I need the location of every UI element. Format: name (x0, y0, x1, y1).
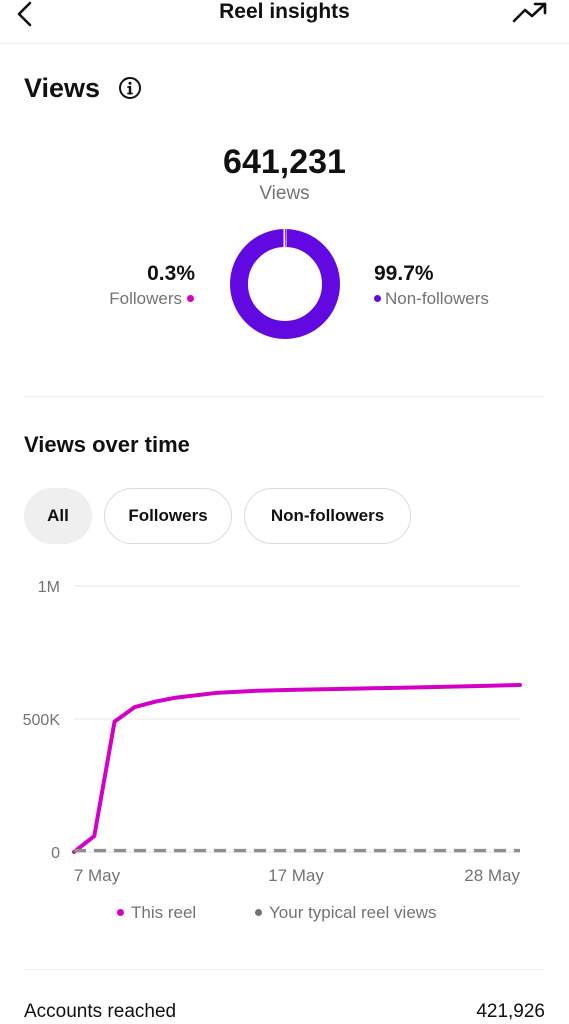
views-over-time-chart: 1M 500K 0 7 May 17 May 28 May (23, 579, 522, 885)
section-divider (24, 969, 545, 970)
chevron-left-icon (17, 1, 32, 27)
non-followers-label: Non-followers (385, 289, 489, 308)
accounts-reached-value: 421,926 (476, 1001, 545, 1022)
views-over-time-title: Views over time (24, 432, 190, 457)
legend-this-reel-label: This reel (131, 903, 197, 922)
followers-dot (187, 295, 194, 302)
views-section-title: Views (24, 73, 101, 103)
x-tick-label: 28 May (464, 866, 520, 885)
legend-this-reel-dot (117, 909, 124, 916)
info-icon[interactable] (118, 76, 142, 100)
series-line-this-reel (72, 682, 522, 854)
y-tick-label: 0 (51, 845, 60, 862)
trend-button[interactable] (511, 0, 549, 26)
total-views-label: Views (259, 183, 310, 204)
total-views-value: 641,231 (223, 143, 346, 181)
legend-typical-dot (255, 909, 262, 916)
x-tick-label: 7 May (74, 866, 121, 885)
y-tick-label: 1M (38, 579, 60, 596)
trending-up-icon (512, 2, 547, 23)
page-title: Reel insights (219, 0, 350, 23)
non-followers-dot (374, 295, 381, 302)
accounts-reached-label: Accounts reached (24, 1001, 177, 1022)
non-followers-percent: 99.7% (374, 262, 434, 285)
top-bar: Reel insights (0, 0, 569, 44)
filter-followers-button[interactable]: Followers (104, 488, 232, 544)
x-tick-label: 17 May (268, 866, 324, 885)
followers-percent: 0.3% (147, 262, 195, 285)
back-button[interactable] (10, 0, 40, 28)
legend-typical-label: Your typical reel views (269, 903, 437, 922)
filter-non-followers-button[interactable]: Non-followers (244, 488, 411, 544)
y-tick-label: 500K (23, 712, 61, 729)
section-divider (24, 396, 545, 397)
filter-all-button[interactable]: All (24, 488, 92, 544)
views-donut-chart (230, 229, 340, 339)
donut-non-followers-segment (230, 229, 340, 339)
followers-label: Followers (109, 289, 182, 308)
donut-followers-segment (230, 229, 340, 339)
